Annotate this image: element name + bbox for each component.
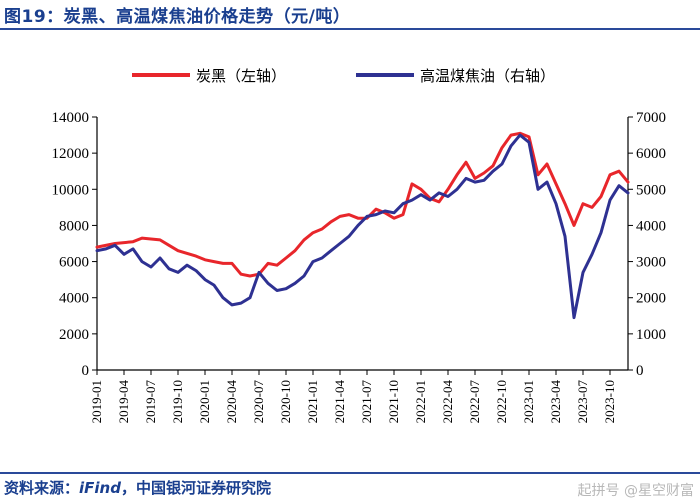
left-tick-label: 2000 xyxy=(59,327,89,343)
x-tick-label: 2023-10 xyxy=(602,380,617,423)
x-tick-label: 2022-10 xyxy=(494,380,509,423)
source-tool: iFind xyxy=(79,479,121,497)
x-tick-label: 2021-01 xyxy=(305,380,320,423)
left-tick-label: 0 xyxy=(82,363,90,379)
right-tick-label: 3000 xyxy=(636,255,666,271)
source-suffix: ，中国银河证券研究院 xyxy=(120,479,271,497)
left-tick-label: 10000 xyxy=(52,182,90,198)
x-tick-label: 2020-04 xyxy=(224,380,239,424)
x-tick-label: 2023-07 xyxy=(575,380,590,424)
x-tick-label: 2023-04 xyxy=(548,380,563,424)
x-tick-label: 2023-01 xyxy=(521,380,536,423)
right-tick-label: 4000 xyxy=(636,218,666,234)
x-tick-label: 2020-10 xyxy=(278,380,293,423)
x-tick-label: 2022-04 xyxy=(440,380,455,424)
x-tick-label: 2019-01 xyxy=(89,380,104,423)
right-tick-label: 6000 xyxy=(636,146,666,162)
x-tick-label: 2020-07 xyxy=(251,380,266,424)
legend: 炭黑（左轴） 高温煤焦油（右轴） xyxy=(132,67,555,85)
x-tick-label: 2019-10 xyxy=(170,380,185,423)
series-line-coal-tar xyxy=(95,133,630,320)
series-line-carbon-black xyxy=(95,131,630,278)
left-tick-label: 12000 xyxy=(52,146,90,162)
price-trend-chart: 炭黑（左轴） 高温煤焦油（右轴） 020004000600080001000012… xyxy=(52,67,667,423)
left-tick-label: 8000 xyxy=(59,218,89,234)
x-tick-label: 2020-01 xyxy=(197,380,212,423)
watermark: 起拼号 @星空财富 xyxy=(577,483,694,499)
left-tick-label: 14000 xyxy=(52,110,90,126)
source-note: 资料来源：iFind，中国银河证券研究院 xyxy=(4,477,271,498)
right-tick-label: 5000 xyxy=(636,182,666,198)
x-tick-label: 2022-07 xyxy=(467,380,482,424)
right-tick-label: 7000 xyxy=(636,110,666,126)
left-tick-label: 6000 xyxy=(59,255,89,271)
x-tick-label: 2021-10 xyxy=(386,380,401,423)
source-prefix: 资料来源： xyxy=(4,479,80,497)
axes: 0 2000 4000 6000 8000 10000 12000 14000 0 1000 200… xyxy=(52,110,667,423)
right-tick-label: 1000 xyxy=(636,327,666,343)
right-tick-label: 0 xyxy=(636,363,644,379)
footer-divider xyxy=(0,472,700,474)
x-tick-label: 2021-04 xyxy=(332,380,347,424)
legend-label: 炭黑（左轴） xyxy=(196,67,286,85)
x-tick-label: 2019-07 xyxy=(143,380,158,424)
x-tick-label: 2021-07 xyxy=(359,380,374,424)
title-divider xyxy=(0,28,700,30)
x-tick-label: 2022-01 xyxy=(413,380,428,423)
x-tick-label: 2019-04 xyxy=(116,380,131,424)
series-layer xyxy=(95,131,630,320)
legend-label: 高温煤焦油（右轴） xyxy=(420,67,555,85)
chart-title: 图19：炭黑、高温煤焦油价格走势（元/吨） xyxy=(4,7,351,27)
right-tick-label: 2000 xyxy=(636,291,666,307)
left-tick-label: 4000 xyxy=(59,291,89,307)
